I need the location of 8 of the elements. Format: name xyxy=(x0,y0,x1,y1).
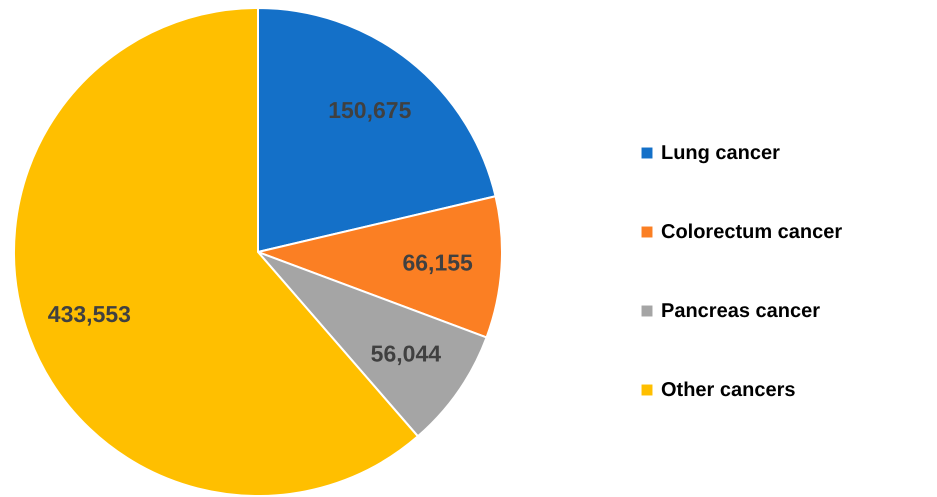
legend-label: Colorectum cancer xyxy=(661,221,842,243)
data-label: 56,044 xyxy=(370,340,442,367)
data-label: 66,155 xyxy=(402,249,474,276)
legend-label: Other cancers xyxy=(661,379,796,401)
data-label: 433,553 xyxy=(48,300,131,327)
data-label: 150,675 xyxy=(328,96,412,123)
legend-label: Pancreas cancer xyxy=(661,300,820,322)
legend-label: Lung cancer xyxy=(661,142,780,164)
